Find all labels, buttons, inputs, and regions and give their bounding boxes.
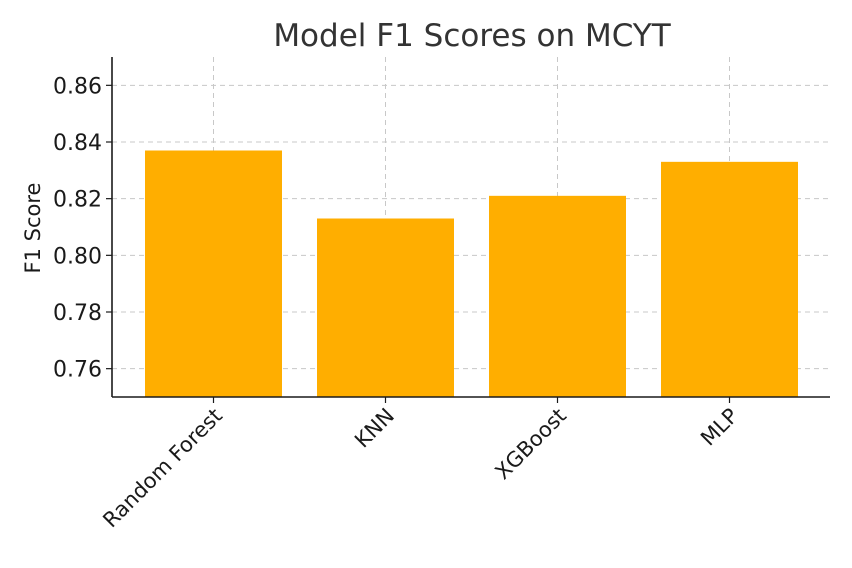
x-tick-label: Random Forest: [98, 404, 227, 533]
x-tick-label: KNN: [350, 404, 399, 453]
y-tick-label: 0.78: [53, 301, 102, 326]
bar-xgboost: [489, 195, 626, 397]
y-tick-label: 0.84: [53, 131, 102, 156]
y-tick-label: 0.86: [53, 74, 102, 99]
x-tick-label: XGBoost: [490, 404, 571, 485]
bar-random-forest: [145, 150, 282, 397]
y-tick-label: 0.82: [53, 188, 102, 213]
x-tick-label: MLP: [696, 404, 743, 451]
axes-layer: [111, 57, 830, 398]
y-tick-label: 0.80: [53, 244, 102, 269]
bar-knn: [317, 218, 454, 397]
bars-layer: [145, 150, 798, 397]
bar-mlp: [661, 161, 798, 397]
y-axis-label: F1 Score: [21, 183, 45, 274]
chart-title: Model F1 Scores on MCYT: [273, 18, 671, 54]
y-tick-label: 0.76: [53, 358, 102, 383]
